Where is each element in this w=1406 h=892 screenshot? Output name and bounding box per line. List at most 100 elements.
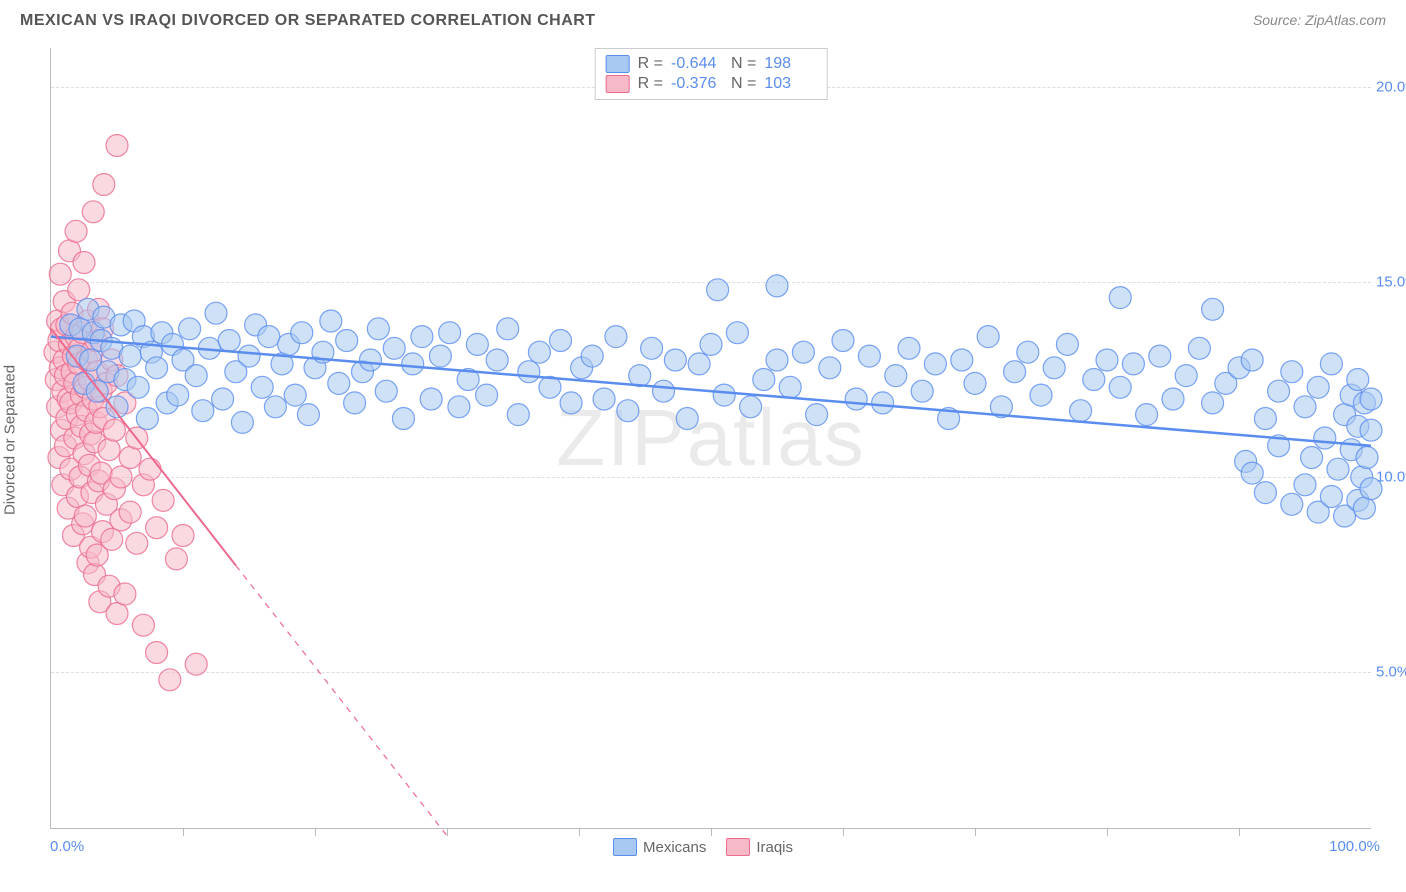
scatter-point-mexicans xyxy=(1320,353,1342,375)
scatter-point-iraqis xyxy=(103,419,125,441)
scatter-point-mexicans xyxy=(652,380,674,402)
scatter-point-mexicans xyxy=(167,384,189,406)
scatter-point-mexicans xyxy=(1347,369,1369,391)
correlation-legend: R = -0.644 N = 198 R = -0.376 N = 103 xyxy=(595,48,828,100)
scatter-point-iraqis xyxy=(132,614,154,636)
scatter-point-iraqis xyxy=(106,603,128,625)
scatter-point-mexicans xyxy=(707,279,729,301)
scatter-point-mexicans xyxy=(1043,357,1065,379)
chart-title: MEXICAN VS IRAQI DIVORCED OR SEPARATED C… xyxy=(20,12,596,30)
scatter-point-iraqis xyxy=(68,279,90,301)
scatter-point-iraqis xyxy=(146,517,168,539)
scatter-point-mexicans xyxy=(1175,365,1197,387)
scatter-point-mexicans xyxy=(1281,361,1303,383)
scatter-point-mexicans xyxy=(924,353,946,375)
scatter-point-mexicans xyxy=(1109,287,1131,309)
scatter-point-mexicans xyxy=(1281,493,1303,515)
scatter-point-mexicans xyxy=(560,392,582,414)
scatter-point-mexicans xyxy=(476,384,498,406)
legend-item-mexicans: Mexicans xyxy=(613,838,706,856)
scatter-point-mexicans xyxy=(845,388,867,410)
scatter-point-iraqis xyxy=(152,489,174,511)
scatter-point-mexicans xyxy=(964,372,986,394)
r-value-mexicans: -0.644 xyxy=(671,55,723,73)
scatter-point-mexicans xyxy=(792,341,814,363)
legend-row-mexicans: R = -0.644 N = 198 xyxy=(606,55,817,73)
scatter-point-mexicans xyxy=(119,345,141,367)
scatter-point-mexicans xyxy=(1136,404,1158,426)
scatter-point-mexicans xyxy=(1202,298,1224,320)
scatter-point-mexicans xyxy=(528,341,550,363)
scatter-point-mexicans xyxy=(617,400,639,422)
series-legend: Mexicans Iraqis xyxy=(613,838,793,856)
scatter-point-mexicans xyxy=(1254,408,1276,430)
n-label: N = xyxy=(731,75,756,93)
scatter-point-mexicans xyxy=(766,275,788,297)
legend-item-iraqis: Iraqis xyxy=(726,838,793,856)
scatter-point-mexicans xyxy=(806,404,828,426)
scatter-point-mexicans xyxy=(605,326,627,348)
scatter-point-mexicans xyxy=(136,408,158,430)
y-tick-label: 5.0% xyxy=(1376,664,1406,681)
r-label: R = xyxy=(638,55,663,73)
scatter-point-mexicans xyxy=(1241,349,1263,371)
scatter-point-mexicans xyxy=(328,372,350,394)
scatter-point-mexicans xyxy=(1188,337,1210,359)
scatter-point-mexicans xyxy=(641,337,663,359)
scatter-point-iraqis xyxy=(74,505,96,527)
scatter-point-mexicans xyxy=(258,326,280,348)
x-min-label: 0.0% xyxy=(50,838,84,855)
scatter-point-iraqis xyxy=(49,263,71,285)
swatch-iraqis-bottom xyxy=(726,838,750,856)
scatter-point-iraqis xyxy=(119,447,141,469)
scatter-point-mexicans xyxy=(212,388,234,410)
x-tick xyxy=(447,828,448,836)
scatter-point-mexicans xyxy=(1314,427,1336,449)
scatter-point-mexicans xyxy=(1356,447,1378,469)
scatter-point-iraqis xyxy=(101,528,123,550)
y-axis-title: Divorced or Separated xyxy=(2,365,19,515)
scatter-point-mexicans xyxy=(1083,369,1105,391)
scatter-point-mexicans xyxy=(291,322,313,344)
scatter-point-mexicans xyxy=(1320,486,1342,508)
scatter-point-mexicans xyxy=(872,392,894,414)
scatter-point-iraqis xyxy=(185,653,207,675)
source-name: ZipAtlas.com xyxy=(1305,12,1386,28)
scatter-point-mexicans xyxy=(1070,400,1092,422)
scatter-point-mexicans xyxy=(205,302,227,324)
x-max-label: 100.0% xyxy=(1329,838,1380,855)
scatter-point-iraqis xyxy=(93,174,115,196)
scatter-point-mexicans xyxy=(344,392,366,414)
scatter-point-mexicans xyxy=(1353,497,1375,519)
scatter-point-iraqis xyxy=(114,583,136,605)
source-prefix: Source: xyxy=(1253,12,1301,28)
y-tick-label: 20.0% xyxy=(1376,79,1406,96)
scatter-point-mexicans xyxy=(911,380,933,402)
header-row: MEXICAN VS IRAQI DIVORCED OR SEPARATED C… xyxy=(20,12,1386,30)
scatter-point-mexicans xyxy=(726,322,748,344)
scatter-point-mexicans xyxy=(297,404,319,426)
scatter-point-mexicans xyxy=(179,318,201,340)
scatter-point-mexicans xyxy=(858,345,880,367)
swatch-iraqis xyxy=(606,75,630,93)
scatter-point-mexicans xyxy=(1096,349,1118,371)
swatch-mexicans-bottom xyxy=(613,838,637,856)
scatter-point-mexicans xyxy=(466,333,488,355)
scatter-point-mexicans xyxy=(284,384,306,406)
scatter-point-mexicans xyxy=(1254,482,1276,504)
scatter-point-mexicans xyxy=(439,322,461,344)
scatter-point-mexicans xyxy=(1307,376,1329,398)
scatter-point-iraqis xyxy=(110,466,132,488)
scatter-point-mexicans xyxy=(779,376,801,398)
scatter-point-mexicans xyxy=(550,330,572,352)
scatter-point-iraqis xyxy=(73,252,95,274)
scatter-point-mexicans xyxy=(832,330,854,352)
x-tick xyxy=(975,828,976,836)
n-label: N = xyxy=(731,55,756,73)
source-attribution: Source: ZipAtlas.com xyxy=(1253,12,1386,28)
scatter-point-mexicans xyxy=(977,326,999,348)
scatter-point-iraqis xyxy=(139,458,161,480)
legend-label-iraqis: Iraqis xyxy=(756,839,793,856)
scatter-point-mexicans xyxy=(127,376,149,398)
scatter-point-mexicans xyxy=(1360,419,1382,441)
